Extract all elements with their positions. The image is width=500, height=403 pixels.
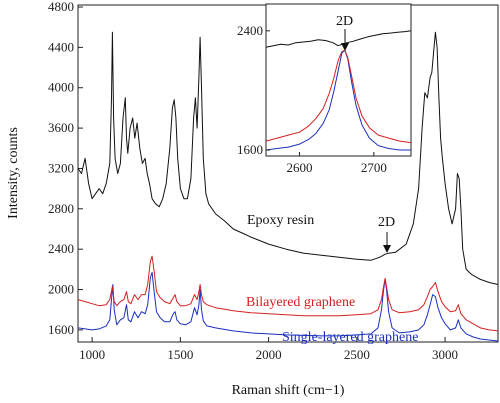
single-layered-graphene-label: Single-layered graphene <box>282 330 418 345</box>
series-line-bilayered-graphene <box>77 255 499 332</box>
series-line-epoxy-resin <box>77 31 499 285</box>
series-line-single-layered-graphene <box>77 271 499 342</box>
inset-plot-frame <box>265 3 412 157</box>
inset-series-line-epoxy-resin <box>265 30 412 48</box>
y-tick-label: 2000 <box>48 282 74 297</box>
inset-axis-ticks: 2600 2700 1600 2400 <box>237 23 387 175</box>
inset-series-group <box>265 30 412 151</box>
inset-x-tick-label: 2700 <box>361 160 387 175</box>
inset-x-tick-label: 2600 <box>286 160 312 175</box>
inset-series-line-single-layered-graphene <box>265 49 411 151</box>
inset-y-tick-label: 2400 <box>237 23 263 38</box>
x-axis-title: Raman shift (cm−1) <box>232 383 345 398</box>
bilayered-graphene-label: Bilayered graphene <box>246 295 355 310</box>
y-tick-label: 4400 <box>48 39 74 54</box>
main-2d-peak-arrow <box>383 232 391 253</box>
y-tick-label: 2800 <box>48 201 74 216</box>
y-tick-label: 3200 <box>48 160 74 175</box>
main-2d-peak-label: 2D <box>378 215 395 230</box>
inset-2d-peak-label: 2D <box>336 14 353 29</box>
epoxy-resin-label: Epoxy resin <box>247 213 314 228</box>
x-tick-label: 3000 <box>432 347 458 362</box>
x-tick-label: 2500 <box>344 347 370 362</box>
x-tick-label: 1500 <box>167 347 193 362</box>
x-tick-label: 2000 <box>256 347 282 362</box>
main-series-group <box>77 31 499 342</box>
y-tick-label: 3600 <box>48 120 74 135</box>
inset-2d-peak-arrow <box>341 29 349 51</box>
inset-series-line-bilayered-graphene <box>265 49 412 144</box>
y-tick-label: 4800 <box>48 0 74 14</box>
y-tick-label: 1600 <box>48 322 74 337</box>
y-axis-title: Intensity, counts <box>6 127 21 219</box>
main-axis-ticks: 1000 1500 2000 2500 3000 1600 2000 2400 2800 3200… <box>48 0 458 362</box>
x-tick-label: 1000 <box>79 347 105 362</box>
y-tick-label: 2400 <box>48 241 74 256</box>
inset-y-tick-label: 1600 <box>237 142 263 157</box>
y-tick-label: 4000 <box>48 80 74 95</box>
